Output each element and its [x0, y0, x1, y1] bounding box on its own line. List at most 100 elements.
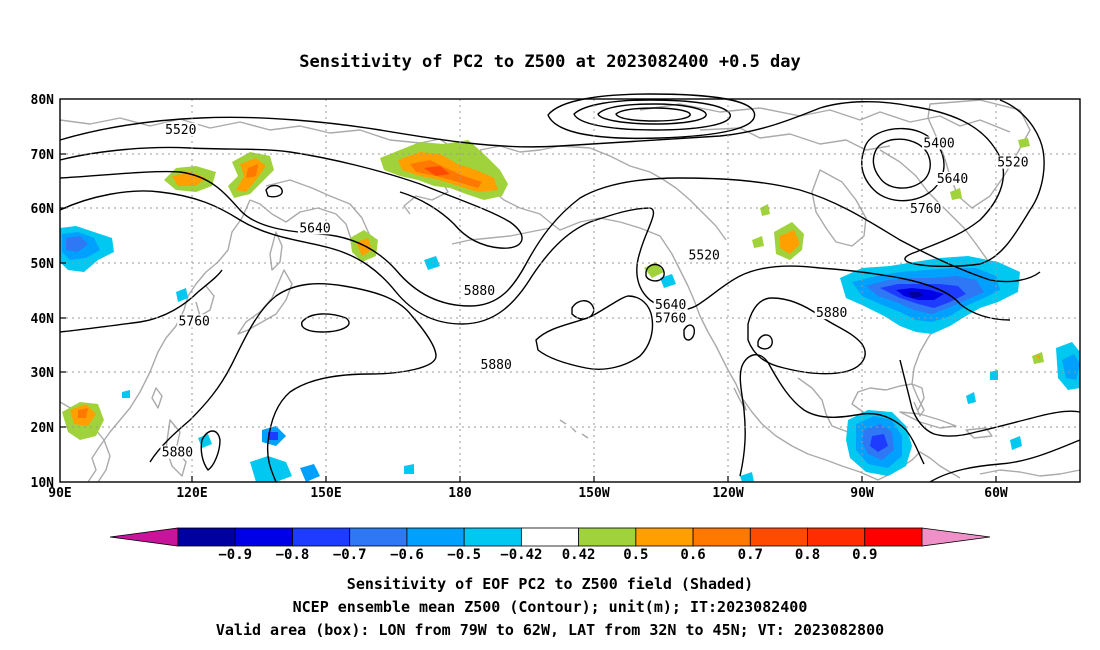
map-panel: 5520540055205640576054005520564055205760…: [59, 93, 1081, 483]
lon-axis-labels: 90E 120E 150E 180 150W 120W 90W 60W: [48, 486, 1008, 501]
colorbar-label: −0.8: [276, 547, 310, 563]
colorbar-label: 0.8: [795, 547, 820, 563]
lon-label: 120E: [176, 486, 207, 501]
contour-5520-pacific: [59, 146, 523, 249]
contour-label-bg: [462, 284, 497, 298]
coastline-gulf-mexico: [797, 377, 925, 433]
contour-label-bg: [687, 248, 722, 262]
contour-labels: 5520540055205640576054005520564055205760…: [160, 122, 1030, 461]
contour-label: 5520: [997, 156, 1028, 171]
colorbar-label: 0.5: [623, 547, 648, 563]
coastline-taiwan: [151, 387, 163, 409]
lat-label: 20N: [31, 421, 55, 436]
lat-axis-labels: 80N 70N 60N 50N 40N 30N 20N 10N: [31, 93, 55, 491]
contour-label: 5640: [937, 172, 968, 187]
contour-label: 5880: [464, 284, 495, 299]
colorbar-label: −0.5: [447, 547, 481, 563]
contour-label: 5640: [299, 221, 330, 236]
contour-label-bg: [995, 155, 1030, 169]
lon-label: 150W: [578, 486, 609, 501]
contour-small-5: [200, 430, 221, 471]
contour-5640: [59, 170, 1041, 307]
contour-label: 5640: [655, 298, 686, 313]
coastline-korea: [195, 285, 215, 317]
contour-label-bg: [479, 358, 514, 372]
lon-label: 60W: [984, 486, 1008, 501]
contour-greenland-inner: [872, 138, 931, 189]
coastline-east-asia: [87, 199, 251, 483]
contour-5880-west-pacific: [149, 283, 345, 463]
colorbar-low-extend: [109, 527, 179, 547]
coastline-alaska: [479, 145, 727, 241]
lat-label: 30N: [31, 366, 55, 381]
colorbar-bin: [520, 527, 580, 547]
lon-label: 90W: [850, 486, 874, 501]
lon-label: 120W: [712, 486, 743, 501]
colorbar-label: 0.42: [562, 547, 596, 563]
coastline-cuba: [899, 411, 957, 429]
lat-label: 40N: [31, 312, 55, 327]
contour-label: 5760: [910, 202, 941, 217]
contour-alaska-inner-3: [615, 107, 691, 122]
colorbar-bin: [635, 527, 694, 547]
positive-patch-okhotsk: [164, 152, 274, 198]
colorbar-label: 0.9: [852, 547, 877, 563]
positive-patch-east-siberia: [380, 140, 508, 200]
colorbar-label: 0.6: [680, 547, 705, 563]
colorbar-high-extend: [921, 527, 991, 547]
coastline-mexico-pacific: [741, 397, 879, 481]
contour-label-bg: [814, 306, 849, 320]
coastline-hawaii: [559, 419, 589, 439]
contour-small-4: [301, 313, 350, 333]
positive-patch-south-china-sea: [62, 402, 104, 440]
footer-line-contour: NCEP ensemble mean Z500 (Contour); unit(…: [293, 598, 808, 616]
z500-contours: [59, 93, 1081, 483]
colorbar-label: 0.7: [738, 547, 763, 563]
coastline-baja: [727, 369, 747, 411]
contour-5880-gulf: [739, 354, 925, 477]
contour-label: 5400: [923, 137, 954, 152]
lat-label: 80N: [31, 93, 55, 108]
contour-small-3: [757, 334, 773, 350]
contour-5880-subtropical: [266, 285, 437, 483]
contour-5880-na: [747, 297, 866, 375]
contour-label-bg: [163, 122, 198, 136]
contour-label-bg: [298, 221, 332, 235]
contour-5880-se: [929, 439, 1081, 483]
colorbar-bin: [349, 527, 408, 547]
coastline-japan: [237, 269, 293, 335]
contour-small-1: [265, 184, 283, 198]
colorbar-bin: [177, 527, 236, 547]
contour-label-bg: [922, 136, 957, 150]
contour-label-bg: [653, 297, 688, 311]
colorbar-label: −0.42: [500, 547, 542, 563]
contour-5400-alaska-outer: [547, 93, 756, 140]
contour-small-6: [683, 324, 696, 341]
coastline-south-america: [979, 469, 1081, 477]
lat-label: 10N: [31, 476, 55, 491]
contour-label: 5880: [162, 446, 193, 461]
lat-label: 50N: [31, 257, 55, 272]
contour-label-bg: [935, 172, 970, 186]
footer-line-shading: Sensitivity of EOF PC2 to Z500 field (Sh…: [347, 575, 753, 593]
colorbar-bin: [864, 527, 923, 547]
contour-label: 5520: [165, 123, 196, 138]
colorbar-label: −0.7: [333, 547, 367, 563]
colorbar-bin: [807, 527, 866, 547]
coastline-aleutians: [451, 227, 551, 245]
positive-patch-canada: [644, 204, 804, 278]
coastline-hispaniola: [965, 427, 993, 439]
colorbar-bin: [692, 527, 751, 547]
map-ticks: [60, 153, 997, 482]
colorbar-bin: [463, 527, 522, 547]
contour-alaska-inner-2: [597, 103, 707, 125]
contour-label-bg: [653, 311, 688, 325]
contour-5880-central: [535, 295, 654, 370]
coastline-arctic-islands: [639, 103, 1011, 133]
contour-5880-atlantic: [899, 359, 1081, 437]
colorbar-label: −0.6: [390, 547, 424, 563]
contour-label: 5760: [655, 312, 686, 327]
coastline-florida: [911, 383, 925, 417]
contour-label: 5880: [481, 358, 512, 373]
colorbar-bin: [234, 527, 293, 547]
